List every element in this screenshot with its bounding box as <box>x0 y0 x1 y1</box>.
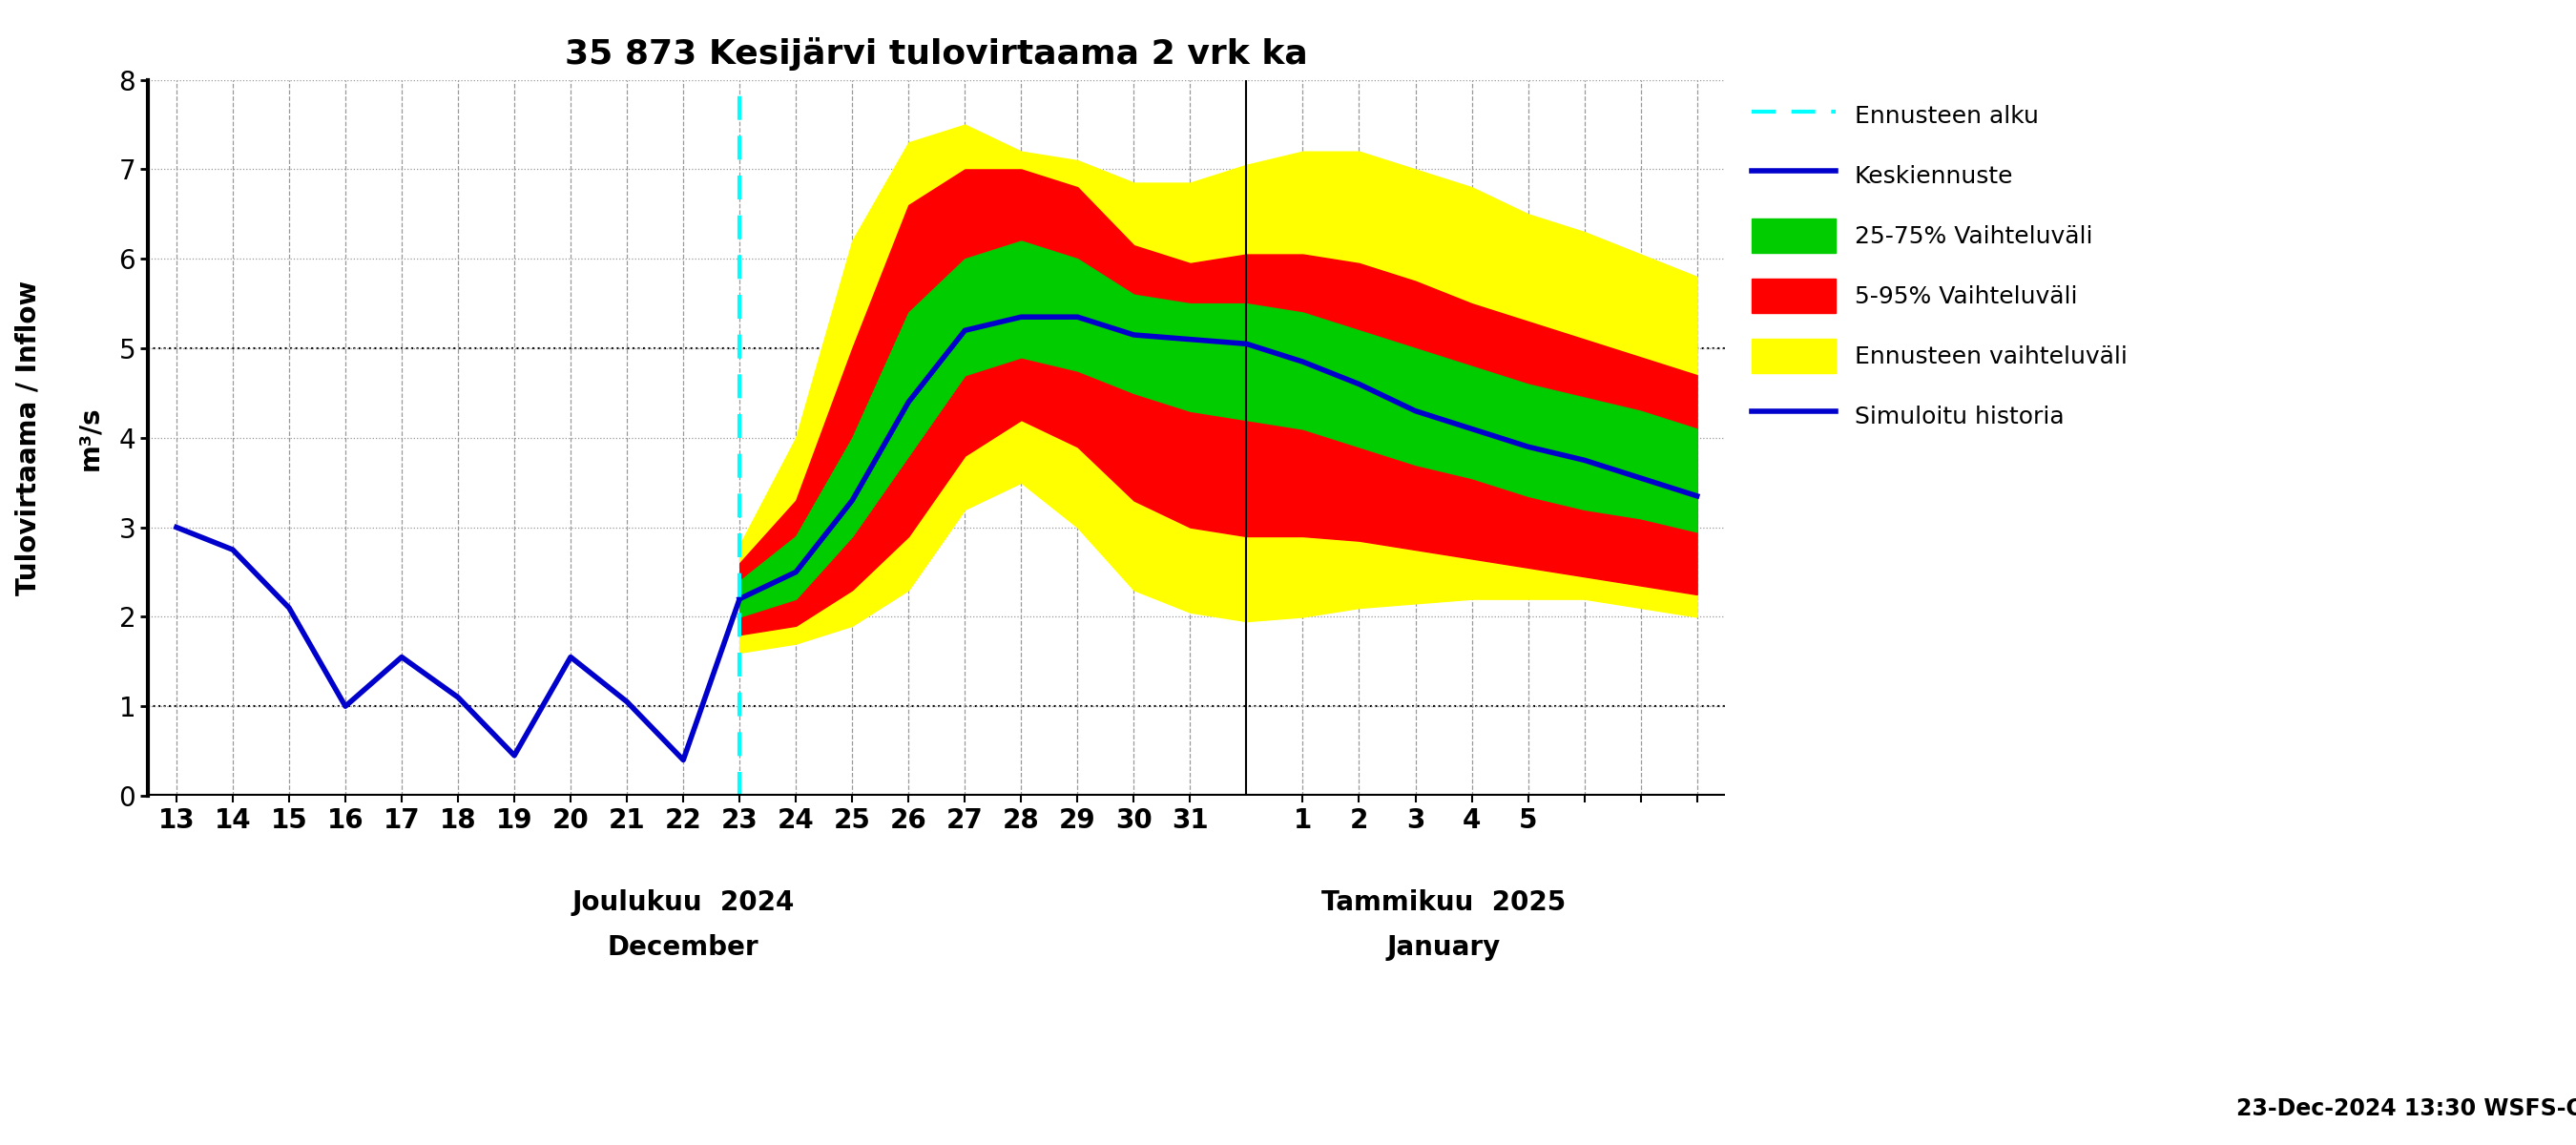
Legend: Ennusteen alku, Keskiennuste, 25-75% Vaihteluväli, 5-95% Vaihteluväli, Ennusteen: Ennusteen alku, Keskiennuste, 25-75% Vai… <box>1744 92 2136 440</box>
Title: 35 873 Kesijärvi tulovirtaama 2 vrk ka: 35 873 Kesijärvi tulovirtaama 2 vrk ka <box>564 37 1309 71</box>
Y-axis label: Tulovirtaama / Inflow

m³/s: Tulovirtaama / Inflow m³/s <box>15 281 103 595</box>
Text: December: December <box>608 934 760 961</box>
Text: 23-Dec-2024 13:30 WSFS-O: 23-Dec-2024 13:30 WSFS-O <box>2236 1097 2576 1120</box>
Text: January: January <box>1386 934 1499 961</box>
Text: Tammikuu  2025: Tammikuu 2025 <box>1321 890 1566 916</box>
Text: Joulukuu  2024: Joulukuu 2024 <box>572 890 793 916</box>
